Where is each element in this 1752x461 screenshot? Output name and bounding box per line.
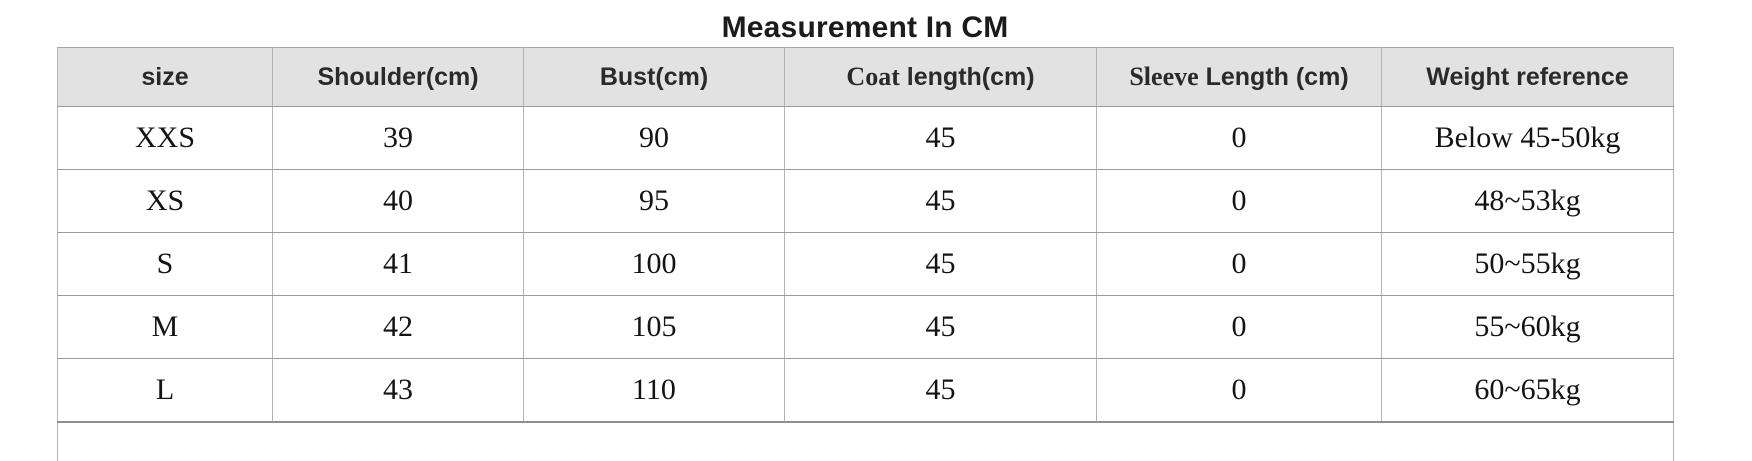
size-cell: S <box>58 233 273 296</box>
value-cell: 100 <box>524 233 785 296</box>
value-cell: 110 <box>524 359 785 423</box>
size-cell: L <box>58 359 273 423</box>
value-cell: 40 <box>273 170 524 233</box>
partial-clipped-row <box>58 422 1674 461</box>
value-cell: 43 <box>273 359 524 423</box>
value-cell: 48~53kg <box>1382 170 1674 233</box>
value-cell: 0 <box>1097 296 1382 359</box>
value-cell: 41 <box>273 233 524 296</box>
column-header-label: Shoulder(cm) <box>317 63 478 91</box>
value-cell: 0 <box>1097 359 1382 423</box>
size-cell: M <box>58 296 273 359</box>
value-cell: 60~65kg <box>1382 359 1674 423</box>
column-header-label: Weight reference <box>1426 63 1628 91</box>
value-cell: 0 <box>1097 233 1382 296</box>
column-header-weight-reference: Weight reference <box>1382 48 1674 107</box>
value-cell: 42 <box>273 296 524 359</box>
page-title: Measurement In CM <box>57 0 1673 47</box>
column-header-serif-part: Sleeve <box>1129 62 1198 91</box>
column-header-size: size <box>58 48 273 107</box>
column-header-label: Bust(cm) <box>600 63 708 91</box>
column-header-shoulder-cm: Shoulder(cm) <box>273 48 524 107</box>
column-header-label: Length (cm) <box>1199 63 1349 91</box>
size-cell: XXS <box>58 107 273 170</box>
value-cell: 105 <box>524 296 785 359</box>
value-cell: 45 <box>785 359 1097 423</box>
value-cell: 45 <box>785 170 1097 233</box>
column-header-label: length(cm) <box>900 63 1035 91</box>
column-header-label: size <box>141 63 188 91</box>
column-header-sleeve-length-cm: Sleeve Length (cm) <box>1097 48 1382 107</box>
value-cell: 45 <box>785 233 1097 296</box>
column-header-coat-length-cm: Coat length(cm) <box>785 48 1097 107</box>
value-cell: Below 45-50kg <box>1382 107 1674 170</box>
measurement-section: Measurement In CM size Shoulder(cm) Bust(c… <box>57 0 1673 461</box>
column-header-bust-cm: Bust(cm) <box>524 48 785 107</box>
value-cell: 45 <box>785 296 1097 359</box>
value-cell: 50~55kg <box>1382 233 1674 296</box>
value-cell: 0 <box>1097 170 1382 233</box>
value-cell: 45 <box>785 107 1097 170</box>
value-cell: 0 <box>1097 107 1382 170</box>
value-cell: 95 <box>524 170 785 233</box>
partial-clipped-cell <box>58 422 1674 461</box>
size-cell: XS <box>58 170 273 233</box>
value-cell: 39 <box>273 107 524 170</box>
value-cell: 55~60kg <box>1382 296 1674 359</box>
column-header-serif-part: Coat <box>846 62 899 91</box>
value-cell: 90 <box>524 107 785 170</box>
